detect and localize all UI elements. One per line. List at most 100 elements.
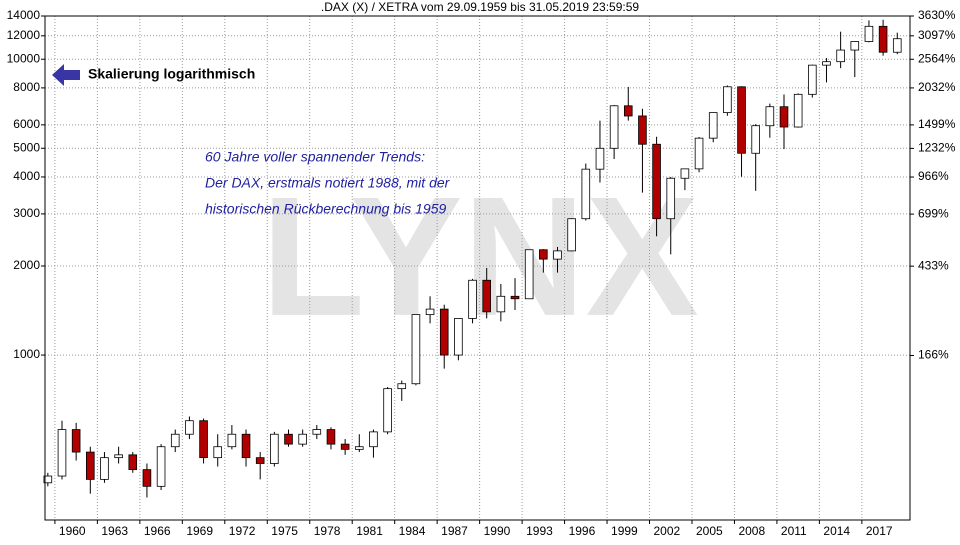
candle-body: [227, 433, 237, 448]
candle-body: [439, 308, 449, 356]
plot-border: [44, 15, 911, 521]
y2-tick-label: 166%: [918, 348, 949, 362]
y2-tick-label: 433%: [918, 258, 949, 272]
candle-body: [114, 454, 123, 459]
y2-tick-label: 3097%: [918, 28, 956, 42]
candle-body: [694, 137, 704, 170]
x-tick-label: 1996: [569, 524, 596, 538]
candle-body: [666, 177, 676, 220]
candle-body: [878, 25, 888, 53]
y-tick-label: 10000: [7, 51, 41, 65]
x-tick-label: 1990: [484, 524, 511, 538]
y-tick-label: 4000: [13, 169, 40, 183]
x-tick-label: 1999: [611, 524, 638, 538]
candle-body: [496, 295, 506, 313]
candle-body: [822, 61, 831, 66]
x-tick-label: 1972: [229, 524, 256, 538]
y2-tick-label: 2032%: [918, 80, 956, 94]
y-tick-label: 6000: [13, 117, 40, 131]
candle-body: [57, 429, 67, 477]
candle-body: [723, 86, 732, 114]
x-tick-label: 1963: [101, 524, 128, 538]
candle-body: [553, 250, 562, 260]
y-tick-label: 5000: [13, 140, 40, 154]
candle-body: [793, 93, 803, 128]
candle-body: [100, 457, 109, 480]
x-tick-label: 2005: [696, 524, 723, 538]
candle-body: [779, 106, 789, 128]
y-tick-label: 2000: [13, 258, 40, 272]
scale-note: Skalierung logarithmisch: [88, 66, 255, 82]
y-tick-label: 1000: [13, 347, 40, 361]
candle-body: [397, 383, 407, 390]
arrow-icon: [52, 64, 80, 86]
candle-body: [340, 443, 350, 450]
candle-body: [411, 314, 421, 385]
candle-body: [836, 49, 845, 63]
x-tick-label: 1960: [59, 524, 86, 538]
x-tick-label: 1966: [144, 524, 171, 538]
y-tick-label: 12000: [7, 28, 41, 42]
x-tick-label: 1978: [314, 524, 341, 538]
candle-body: [425, 308, 435, 316]
candle-body: [581, 168, 591, 220]
candle-body: [567, 218, 576, 252]
candle-body: [737, 86, 746, 154]
candle-body: [354, 446, 364, 450]
candle-body: [185, 420, 194, 435]
candle-body: [71, 429, 81, 453]
candle-body: [128, 454, 138, 471]
x-tick-label: 1993: [526, 524, 553, 538]
x-tick-label: 2002: [654, 524, 681, 538]
x-tick-label: 1981: [356, 524, 383, 538]
candle-body: [199, 420, 208, 459]
candle-body: [383, 388, 392, 433]
candle-body: [808, 64, 817, 95]
candle-body: [609, 105, 619, 149]
candle-body: [765, 106, 775, 127]
candle-body: [255, 457, 265, 464]
annotation: historischen Rückberechnung bis 1959: [205, 201, 446, 217]
x-tick-label: 1969: [186, 524, 213, 538]
candle-body: [539, 249, 548, 260]
chart-title: .DAX (X) / XETRA vom 29.09.1959 bis 31.0…: [321, 0, 640, 14]
candle-body: [298, 433, 307, 445]
candle-body: [43, 475, 53, 484]
y2-tick-label: 966%: [918, 169, 949, 183]
candle-body: [468, 279, 477, 319]
y-tick-label: 14000: [7, 8, 41, 22]
x-tick-label: 2017: [866, 524, 893, 538]
candle-body: [270, 433, 279, 464]
y-tick-label: 3000: [13, 206, 40, 220]
x-tick-label: 1975: [271, 524, 298, 538]
y2-tick-label: 2564%: [918, 51, 956, 65]
candle-body: [86, 451, 95, 480]
candle-body: [482, 279, 491, 313]
candle-body: [638, 115, 647, 145]
candle-body: [312, 429, 322, 435]
x-tick-label: 2008: [738, 524, 765, 538]
candle-body: [454, 318, 463, 356]
candle-body: [284, 433, 293, 445]
y-tick-label: 8000: [13, 80, 40, 94]
candle-body: [156, 446, 166, 487]
y2-tick-label: 1232%: [918, 141, 956, 155]
candle-body: [524, 249, 534, 300]
candle-body: [369, 431, 378, 448]
candle-body: [510, 295, 520, 300]
y2-tick-label: 3630%: [918, 8, 956, 22]
annotation: 60 Jahre voller spannender Trends:: [205, 149, 425, 165]
candle-body: [623, 105, 633, 117]
candle-body: [170, 433, 180, 448]
candle-body: [213, 446, 223, 459]
candle-body: [708, 112, 718, 139]
x-tick-label: 2011: [781, 524, 807, 538]
candle-body: [595, 147, 605, 170]
y2-tick-label: 699%: [918, 206, 949, 220]
candle-body: [680, 168, 690, 179]
candle-body: [326, 429, 336, 445]
x-tick-label: 1984: [399, 524, 426, 538]
candle-body: [850, 41, 860, 51]
candle-body: [241, 433, 251, 459]
